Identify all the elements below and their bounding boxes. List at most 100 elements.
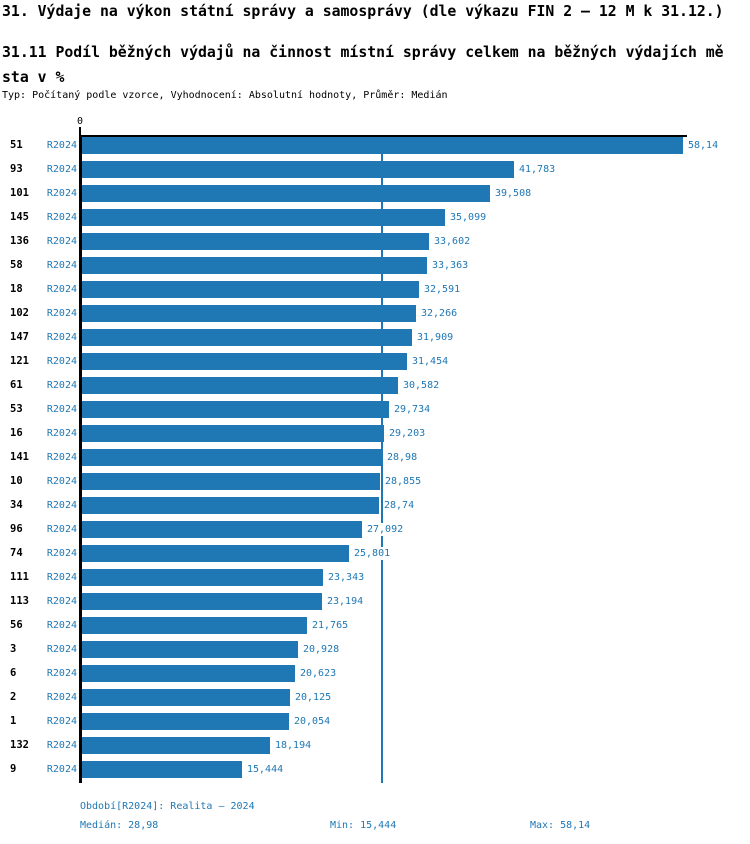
value-bar[interactable] bbox=[82, 761, 242, 778]
row-category-label: 6 bbox=[10, 667, 17, 679]
value-bar[interactable] bbox=[82, 713, 289, 730]
footer-max: Max: 58,14 bbox=[530, 820, 591, 831]
row-category-label: 58 bbox=[10, 259, 23, 271]
row-series-label: R2024 bbox=[46, 644, 77, 655]
row-category-label: 18 bbox=[10, 283, 23, 295]
row-category-label: 56 bbox=[10, 619, 23, 631]
x-axis-zero-label: 0 bbox=[76, 116, 84, 127]
bar-value-label: 28,98 bbox=[386, 451, 419, 464]
bar-value-label: 21,765 bbox=[311, 619, 350, 632]
value-bar[interactable] bbox=[82, 521, 362, 538]
value-bar[interactable] bbox=[82, 233, 429, 250]
row-category-label: 2 bbox=[10, 691, 17, 703]
row-category-label: 93 bbox=[10, 163, 23, 175]
row-category-label: 53 bbox=[10, 403, 23, 415]
indicator-meta: Typ: Počítaný podle vzorce, Vyhodnocení:… bbox=[2, 90, 448, 101]
row-category-label: 1 bbox=[10, 715, 17, 727]
row-series-label: R2024 bbox=[46, 380, 77, 391]
row-category-label: 9 bbox=[10, 763, 17, 775]
row-category-label: 16 bbox=[10, 427, 23, 439]
row-series-label: R2024 bbox=[46, 212, 77, 223]
bar-value-label: 30,582 bbox=[402, 379, 441, 392]
value-bar[interactable] bbox=[82, 425, 384, 442]
row-series-label: R2024 bbox=[46, 572, 77, 583]
row-category-label: 61 bbox=[10, 379, 23, 391]
x-axis-tick bbox=[79, 127, 81, 136]
row-category-label: 111 bbox=[10, 571, 29, 583]
bar-value-label: 20,054 bbox=[293, 715, 332, 728]
bar-value-label: 20,928 bbox=[302, 643, 341, 656]
bar-value-label: 31,454 bbox=[411, 355, 450, 368]
bar-value-label: 58,14 bbox=[687, 139, 720, 152]
row-category-label: 74 bbox=[10, 547, 23, 559]
row-series-label: R2024 bbox=[46, 260, 77, 271]
row-category-label: 101 bbox=[10, 187, 29, 199]
row-category-label: 147 bbox=[10, 331, 29, 343]
row-category-label: 102 bbox=[10, 307, 29, 319]
indicator-subtitle-line2: sta v % bbox=[2, 69, 65, 86]
footer-median: Medián: 28,98 bbox=[80, 820, 159, 831]
row-series-label: R2024 bbox=[46, 188, 77, 199]
row-category-label: 51 bbox=[10, 139, 23, 151]
row-series-label: R2024 bbox=[46, 668, 77, 679]
value-bar[interactable] bbox=[82, 617, 307, 634]
page-title: 31. Výdaje na výkon státní správy a samo… bbox=[2, 3, 724, 20]
bar-value-label: 20,125 bbox=[294, 691, 333, 704]
bar-value-label: 20,623 bbox=[299, 667, 338, 680]
row-category-label: 113 bbox=[10, 595, 29, 607]
row-category-label: 136 bbox=[10, 235, 29, 247]
bar-value-label: 18,194 bbox=[274, 739, 313, 752]
value-bar[interactable] bbox=[82, 569, 323, 586]
value-bar[interactable] bbox=[82, 209, 445, 226]
value-bar[interactable] bbox=[82, 257, 427, 274]
value-bar[interactable] bbox=[82, 185, 490, 202]
value-bar[interactable] bbox=[82, 473, 380, 490]
row-series-label: R2024 bbox=[46, 740, 77, 751]
value-bar[interactable] bbox=[82, 161, 514, 178]
row-series-label: R2024 bbox=[46, 620, 77, 631]
value-bar[interactable] bbox=[82, 737, 270, 754]
bar-value-label: 27,092 bbox=[366, 523, 405, 536]
bar-value-label: 39,508 bbox=[494, 187, 533, 200]
row-category-label: 34 bbox=[10, 499, 23, 511]
row-series-label: R2024 bbox=[46, 236, 77, 247]
value-bar[interactable] bbox=[82, 353, 407, 370]
row-series-label: R2024 bbox=[46, 308, 77, 319]
row-series-label: R2024 bbox=[46, 524, 77, 535]
bar-value-label: 33,363 bbox=[431, 259, 470, 272]
row-category-label: 145 bbox=[10, 211, 29, 223]
value-bar[interactable] bbox=[82, 497, 379, 514]
row-category-label: 121 bbox=[10, 355, 29, 367]
value-bar[interactable] bbox=[82, 305, 416, 322]
row-series-label: R2024 bbox=[46, 404, 77, 415]
value-bar[interactable] bbox=[82, 281, 419, 298]
bar-value-label: 23,194 bbox=[326, 595, 365, 608]
value-bar[interactable] bbox=[82, 641, 298, 658]
row-category-label: 132 bbox=[10, 739, 29, 751]
row-series-label: R2024 bbox=[46, 692, 77, 703]
value-bar[interactable] bbox=[82, 449, 382, 466]
value-bar[interactable] bbox=[82, 401, 389, 418]
bar-value-label: 15,444 bbox=[246, 763, 285, 776]
value-bar[interactable] bbox=[82, 593, 322, 610]
value-bar[interactable] bbox=[82, 329, 412, 346]
footer-min: Min: 15,444 bbox=[330, 820, 397, 831]
bar-value-label: 41,783 bbox=[518, 163, 557, 176]
row-category-label: 141 bbox=[10, 451, 29, 463]
value-bar[interactable] bbox=[82, 377, 398, 394]
row-series-label: R2024 bbox=[46, 500, 77, 511]
chart-top-spine bbox=[79, 135, 687, 137]
value-bar[interactable] bbox=[82, 665, 295, 682]
value-bar[interactable] bbox=[82, 137, 683, 154]
row-series-label: R2024 bbox=[46, 716, 77, 727]
row-series-label: R2024 bbox=[46, 356, 77, 367]
row-series-label: R2024 bbox=[46, 596, 77, 607]
value-bar[interactable] bbox=[82, 689, 290, 706]
value-bar[interactable] bbox=[82, 545, 349, 562]
row-series-label: R2024 bbox=[46, 284, 77, 295]
bar-value-label: 33,602 bbox=[433, 235, 472, 248]
indicator-subtitle-line1: 31.11 Podíl běžných výdajů na činnost mí… bbox=[2, 44, 724, 61]
bar-value-label: 25,801 bbox=[353, 547, 392, 560]
row-series-label: R2024 bbox=[46, 764, 77, 775]
